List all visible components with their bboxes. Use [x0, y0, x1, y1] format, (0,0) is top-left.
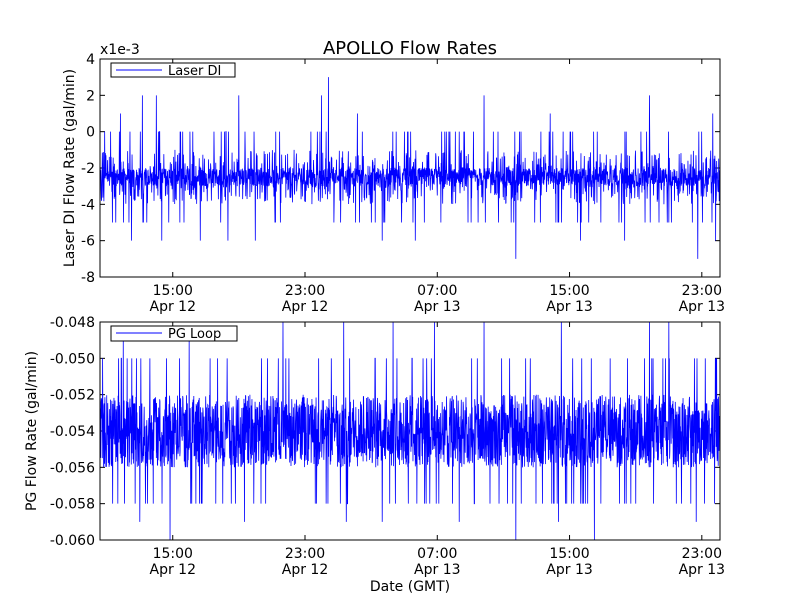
y-tick-label: 2: [86, 88, 95, 104]
y-tick-label: 4: [86, 52, 95, 68]
x-tick-label-date: Apr 13: [546, 299, 592, 315]
pg-loop-series: [100, 322, 720, 540]
pg-loop-legend-box: [110, 325, 238, 342]
x-tick-label-date: Apr 13: [414, 299, 460, 315]
x-tick-label-time: 07:00: [417, 546, 457, 562]
pg-loop-panel: PG Flow Rate (gal/min) -0.060 -0.058 -0.05…: [24, 315, 725, 578]
laser-di-legend-label: Laser DI: [168, 64, 221, 79]
x-tick-label-date: Apr 12: [150, 299, 196, 315]
x-tick-label-date: Apr 13: [414, 562, 460, 578]
y-tick-label: -2: [81, 161, 95, 177]
laser-di-axes-frame: [99, 58, 721, 278]
pg-loop-ylabel: PG Flow Rate (gal/min): [24, 351, 40, 511]
x-tick-label-date: Apr 13: [679, 562, 725, 578]
pg-loop-legend-label: PG Loop: [168, 327, 221, 342]
y-tick-label: -6: [81, 234, 95, 250]
series-line-laser-di: [100, 77, 720, 259]
laser-di-offset-text: x1e-3: [100, 42, 140, 58]
laser-di-ylabel: Laser DI Flow Rate (gal/min): [62, 69, 78, 267]
laser-di-legend: Laser DI: [110, 62, 236, 79]
y-tick-label: -0.048: [50, 315, 95, 331]
x-tick-label-time: 23:00: [285, 283, 325, 299]
x-tick-label-date: Apr 13: [546, 562, 592, 578]
y-tick-label: -0.050: [50, 351, 95, 367]
y-tick-label: -0.052: [50, 388, 95, 404]
pg-loop-legend: PG Loop: [110, 325, 238, 342]
x-tick-label-time: 15:00: [153, 546, 193, 562]
x-tick-label-time: 07:00: [417, 283, 457, 299]
laser-di-legend-box: [110, 62, 236, 78]
x-tick-label-time: 15:00: [549, 283, 589, 299]
y-tick-label: -0.058: [50, 497, 95, 513]
x-axis-label: Date (GMT): [370, 579, 450, 595]
y-tick-label: 0: [86, 125, 95, 141]
y-tick-label: -4: [81, 197, 95, 213]
pg-loop-axes-frame: [99, 321, 721, 541]
y-tick-label: -0.060: [50, 533, 95, 549]
x-tick-label-time: 23:00: [682, 546, 722, 562]
x-tick-label-date: Apr 12: [282, 299, 328, 315]
y-tick-label: -0.056: [50, 460, 95, 476]
pg-loop-axis-ticks: -0.060 -0.058 -0.056 -0.054 -0.052 -0.050 -0.0…: [50, 315, 725, 578]
laser-di-series: [100, 77, 720, 259]
y-tick-label: -0.054: [50, 424, 95, 440]
x-tick-label-date: Apr 12: [150, 562, 196, 578]
x-tick-label-date: Apr 12: [282, 562, 328, 578]
x-tick-label-date: Apr 13: [679, 299, 725, 315]
x-tick-label-time: 15:00: [549, 546, 589, 562]
x-tick-label-time: 23:00: [682, 283, 722, 299]
x-tick-label-time: 15:00: [153, 283, 193, 299]
figure-title: APOLLO Flow Rates: [323, 38, 497, 59]
laser-di-panel: x1e-3 Laser DI Flow Rate (gal/min) -8 -6 -…: [62, 42, 725, 315]
y-tick-label: -8: [81, 270, 95, 286]
series-line-pg-loop: [100, 322, 720, 540]
x-tick-label-time: 23:00: [285, 546, 325, 562]
